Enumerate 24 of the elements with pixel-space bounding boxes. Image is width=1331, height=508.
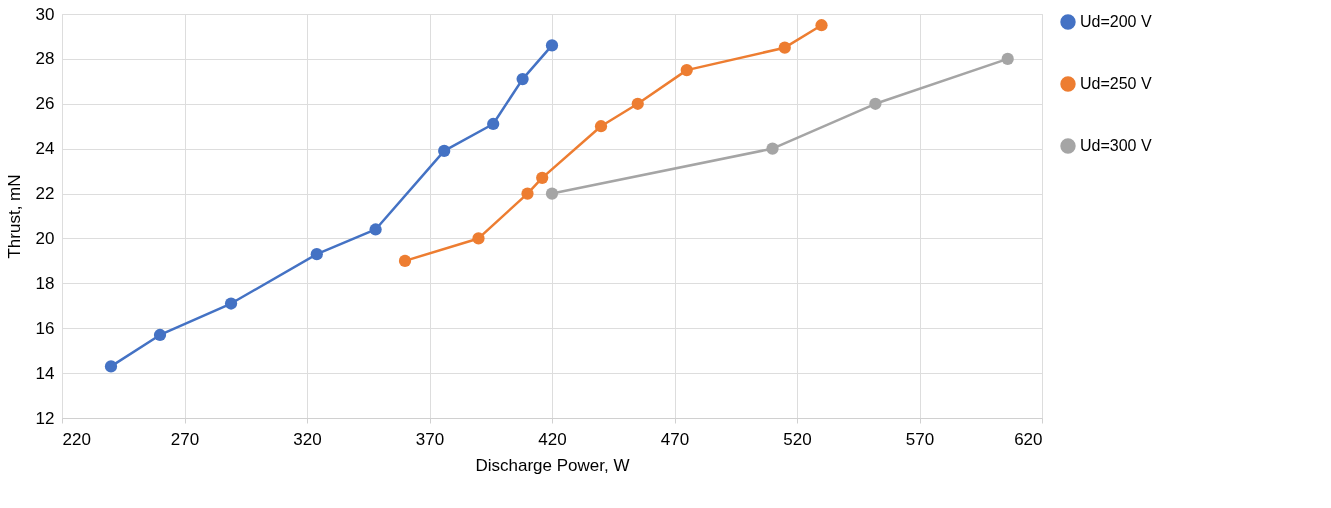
x-tick-label: 320 bbox=[293, 429, 322, 449]
x-tick-label: 470 bbox=[660, 429, 690, 449]
y-tick-label: 24 bbox=[35, 139, 55, 159]
x-tick-label: 270 bbox=[170, 429, 200, 449]
y-tick-label: 26 bbox=[35, 94, 55, 114]
y-tick-label: 20 bbox=[35, 228, 55, 248]
y-axis-title: Thrust, mN bbox=[4, 174, 24, 259]
x-tick-label: 420 bbox=[538, 429, 567, 449]
y-tick-label: 28 bbox=[35, 49, 55, 69]
y-tick-label: 12 bbox=[35, 408, 55, 428]
x-tick-label: 370 bbox=[415, 429, 445, 449]
x-tick-label: 620 bbox=[1014, 429, 1043, 449]
x-tick-label: 220 bbox=[62, 429, 91, 449]
legend-label: Ud=300 V bbox=[1080, 137, 1152, 154]
legend-label: Ud=250 V bbox=[1080, 75, 1152, 92]
y-tick-label: 22 bbox=[35, 184, 55, 204]
y-tick-label: 30 bbox=[35, 4, 55, 24]
x-tick-label: 570 bbox=[905, 429, 935, 449]
legend-label: Ud=200 V bbox=[1080, 13, 1152, 30]
y-tick-label: 18 bbox=[35, 273, 55, 293]
x-axis-title: Discharge Power, W bbox=[475, 455, 630, 475]
y-tick-label: 14 bbox=[35, 363, 55, 383]
y-tick-label: 16 bbox=[35, 318, 55, 338]
x-tick-label: 520 bbox=[783, 429, 812, 449]
